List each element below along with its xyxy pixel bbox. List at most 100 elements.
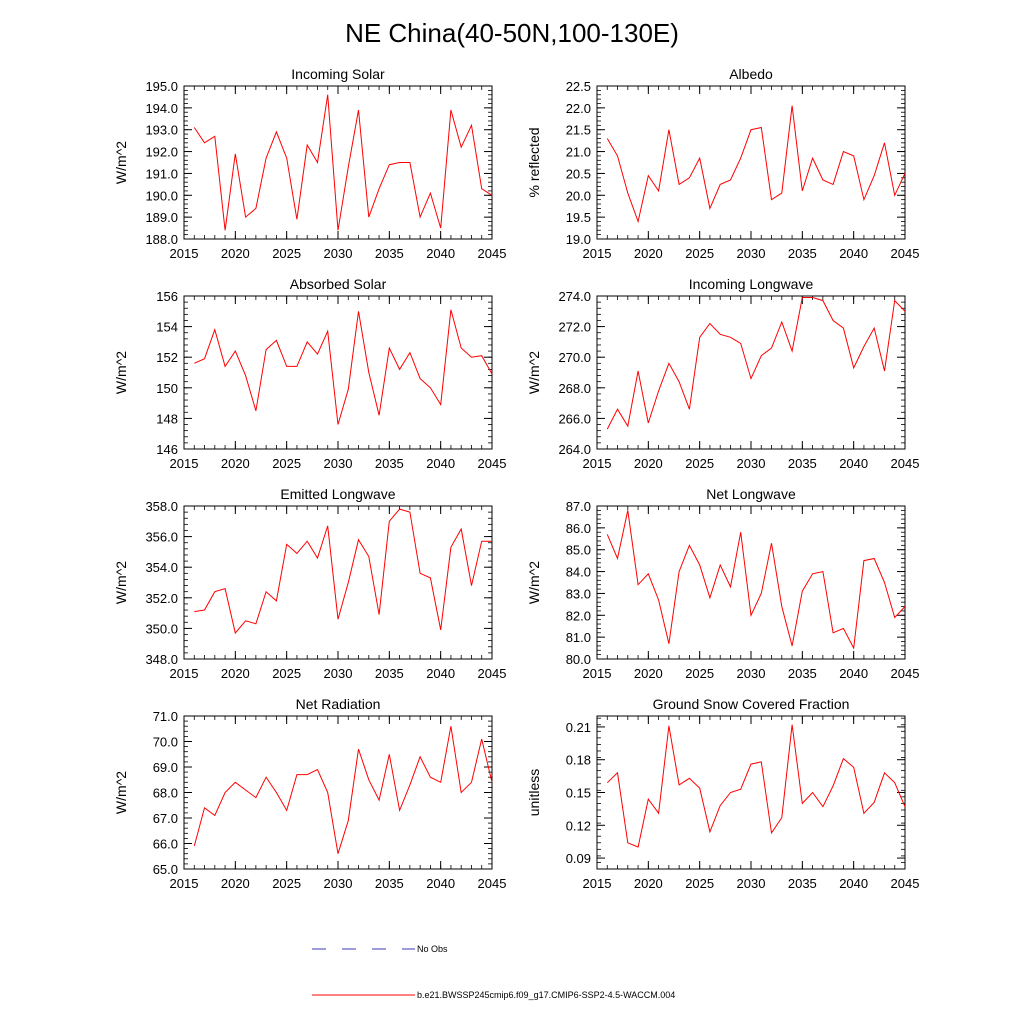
panel-title: Net Radiation [296, 696, 381, 712]
x-tick-label: 2015 [583, 456, 612, 471]
legend: No Obs b.e21.BWSSP245cmip6.f09_g17.CMIP6… [312, 944, 675, 1000]
x-tick-label: 2020 [634, 876, 663, 891]
panel-absorbed-solar: Absorbed Solar W/m^2 2015 2020 2025 2030 2035 2… [113, 276, 506, 471]
x-tick-label: 2020 [634, 456, 663, 471]
x-tick-label: 2025 [685, 876, 714, 891]
figure-title: NE China(40-50N,100-130E) [345, 18, 679, 48]
legend-entry-model: b.e21.BWSSP245cmip6.f09_g17.CMIP6-SSP2-4… [312, 990, 675, 1000]
y-tick-label: 352.0 [145, 591, 178, 606]
x-tick-label: 2045 [478, 246, 507, 261]
series-line [193, 94, 493, 231]
x-tick-label: 2045 [891, 246, 920, 261]
panel-albedo: Albedo % reflected 2015 2020 2025 2030 2035 204… [526, 66, 919, 261]
y-tick-label: 87.0 [566, 499, 591, 514]
panel-title: Net Longwave [706, 486, 796, 502]
y-tick-label: 152 [156, 350, 178, 365]
y-axis-label: W/m^2 [526, 561, 542, 604]
x-tick-label: 2015 [170, 456, 199, 471]
x-tick-label: 2015 [170, 876, 199, 891]
x-tick-label: 2045 [891, 456, 920, 471]
x-tick-label: 2015 [583, 876, 612, 891]
x-tick-label: 2045 [478, 876, 507, 891]
y-tick-label: 68.0 [153, 786, 178, 801]
legend-entry-no-obs: No Obs [312, 944, 448, 954]
y-tick-label: 354.0 [145, 560, 178, 575]
y-tick-label: 193.0 [145, 123, 178, 138]
plot-frame [183, 85, 493, 240]
series-line [194, 309, 493, 425]
x-tick-label: 2025 [272, 456, 301, 471]
y-tick-label: 21.5 [566, 123, 591, 138]
y-tick-label: 356.0 [145, 530, 178, 545]
x-tick-label: 2035 [788, 246, 817, 261]
panel-title: Incoming Longwave [689, 276, 814, 292]
x-tick-label: 2045 [478, 456, 507, 471]
y-tick-label: 146 [156, 442, 178, 457]
x-tick-label: 2015 [583, 666, 612, 681]
y-tick-label: 84.0 [566, 565, 591, 580]
x-tick-label: 2035 [375, 876, 404, 891]
plot-frame [596, 295, 906, 450]
x-tick-label: 2040 [839, 666, 868, 681]
x-tick-label: 2040 [839, 246, 868, 261]
y-tick-label: 65.0 [153, 862, 178, 877]
y-tick-label: 20.0 [566, 188, 591, 203]
series-line [194, 508, 492, 635]
y-tick-label: 194.0 [145, 101, 178, 116]
y-axis-label: W/m^2 [113, 561, 129, 604]
y-tick-label: 80.0 [566, 652, 591, 667]
x-tick-label: 2035 [375, 666, 404, 681]
x-tick-label: 2015 [170, 246, 199, 261]
series-line [606, 105, 906, 224]
y-tick-label: 19.5 [566, 210, 591, 225]
y-tick-label: 0.18 [566, 753, 591, 768]
y-tick-label: 21.0 [566, 145, 591, 160]
y-tick-label: 85.0 [566, 543, 591, 558]
y-tick-label: 264.0 [558, 442, 591, 457]
x-tick-label: 2045 [891, 876, 920, 891]
y-axis-label: W/m^2 [113, 771, 129, 814]
x-tick-label: 2015 [170, 666, 199, 681]
x-tick-label: 2040 [839, 876, 868, 891]
y-tick-label: 150 [156, 381, 178, 396]
y-tick-label: 350.0 [145, 621, 178, 636]
x-tick-label: 2045 [891, 666, 920, 681]
y-tick-label: 66.0 [153, 837, 178, 852]
y-tick-label: 83.0 [566, 586, 591, 601]
y-tick-label: 358.0 [145, 499, 178, 514]
x-tick-label: 2025 [685, 246, 714, 261]
x-tick-label: 2030 [324, 246, 353, 261]
x-tick-label: 2025 [272, 246, 301, 261]
panel-net-longwave: Net Longwave W/m^2 2015 2020 2025 2030 2035 204… [526, 486, 919, 681]
panel-title: Emitted Longwave [280, 486, 395, 502]
legend-label-model: b.e21.BWSSP245cmip6.f09_g17.CMIP6-SSP2-4… [417, 990, 675, 1000]
y-tick-label: 71.0 [153, 709, 178, 724]
x-tick-label: 2020 [221, 456, 250, 471]
x-tick-label: 2030 [737, 246, 766, 261]
y-tick-label: 270.0 [558, 350, 591, 365]
panel-title: Incoming Solar [291, 66, 385, 82]
y-tick-label: 192.0 [145, 145, 178, 160]
x-tick-label: 2025 [272, 666, 301, 681]
y-tick-label: 348.0 [145, 652, 178, 667]
x-tick-label: 2025 [272, 876, 301, 891]
y-tick-label: 188.0 [145, 232, 178, 247]
y-tick-label: 22.0 [566, 101, 591, 116]
series-line [606, 510, 906, 650]
x-tick-label: 2030 [737, 666, 766, 681]
x-tick-label: 2025 [685, 666, 714, 681]
y-tick-label: 148 [156, 411, 178, 426]
y-axis-label: W/m^2 [113, 141, 129, 184]
y-tick-label: 268.0 [558, 381, 591, 396]
legend-label-no-obs: No Obs [417, 944, 448, 954]
panel-incoming-longwave: Incoming Longwave W/m^2 2015 2020 2025 2030 20… [526, 276, 919, 471]
y-tick-label: 81.0 [566, 630, 591, 645]
panel-incoming-solar: Incoming Solar W/m^2 2015 2020 2025 2030 2035 2… [113, 66, 506, 261]
y-tick-label: 86.0 [566, 521, 591, 536]
panel-ground-snow-covered-fraction: Ground Snow Covered Fraction unitless 2015… [526, 696, 919, 891]
y-tick-label: 272.0 [558, 320, 591, 335]
series-line [193, 726, 493, 854]
x-tick-label: 2020 [221, 246, 250, 261]
x-tick-label: 2035 [788, 666, 817, 681]
x-tick-label: 2035 [375, 456, 404, 471]
